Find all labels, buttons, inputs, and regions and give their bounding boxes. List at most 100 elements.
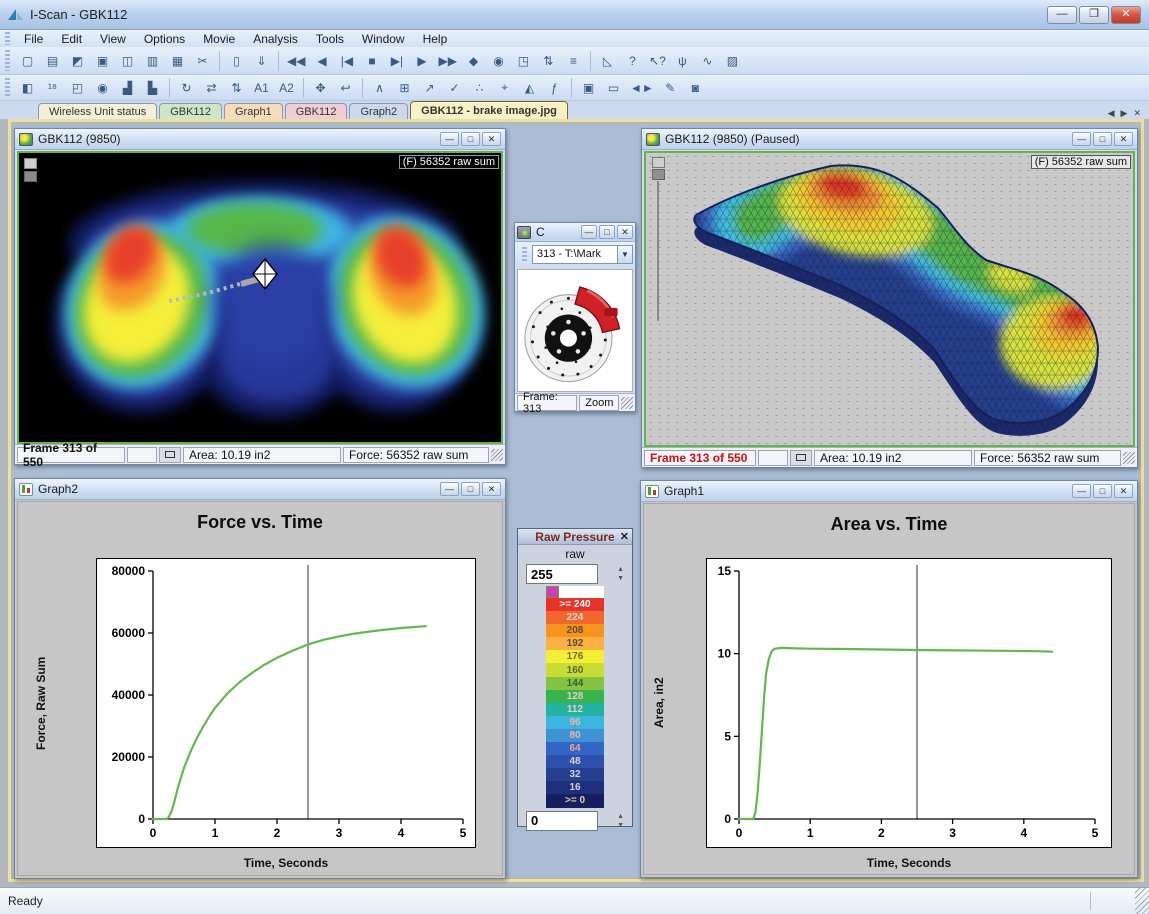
print-icon[interactable]: ◫ <box>121 53 134 68</box>
pressure-map-canvas[interactable]: (F) 56352 raw sum <box>17 151 503 444</box>
resize-grip[interactable] <box>1123 451 1135 464</box>
first-frame-icon[interactable]: |◀ <box>340 53 354 68</box>
restore-button[interactable]: □ <box>461 482 480 496</box>
app-close-button[interactable]: ✕ <box>1111 5 1141 24</box>
contrast-icon[interactable]: ◧ <box>21 80 34 95</box>
help-icon[interactable]: ? <box>629 53 636 68</box>
app-resize-grip[interactable] <box>1135 888 1149 914</box>
wireless-icon[interactable]: ψ <box>678 53 687 68</box>
fast-forward-icon[interactable]: ▶▶ <box>438 53 457 68</box>
projector-icon[interactable]: ▣ <box>582 80 595 95</box>
log-icon[interactable]: ≡ <box>569 53 577 68</box>
save-icon[interactable]: ▣ <box>96 53 109 68</box>
rotate-icon[interactable]: ↻ <box>181 80 192 95</box>
close-button[interactable]: ✕ <box>482 132 501 146</box>
record-icon[interactable]: ◆ <box>468 53 479 68</box>
last-frame-icon[interactable]: ▶| <box>390 53 404 68</box>
tab-close-icon[interactable]: ✕ <box>1133 108 1141 118</box>
pages-icon[interactable]: ◳ <box>517 53 530 68</box>
graph-b-icon[interactable]: ▙ <box>147 80 158 95</box>
swap-v-icon[interactable]: ⇅ <box>231 80 242 95</box>
sync-icon[interactable]: ◄► <box>630 80 654 95</box>
graph-a-icon[interactable]: ▟ <box>122 80 133 95</box>
menu-view[interactable]: View <box>100 31 126 46</box>
play-icon[interactable]: ▶ <box>417 53 427 68</box>
pressure-map-titlebar[interactable]: GBK112 (9850) — □ ✕ <box>15 129 505 150</box>
map-zoom-slider-track[interactable] <box>24 171 37 182</box>
grid-icon[interactable]: ⊞ <box>399 80 410 95</box>
tab-scroll-left-icon[interactable]: ◀ <box>1107 108 1115 118</box>
menu-help[interactable]: Help <box>422 31 448 46</box>
legend-close-icon[interactable]: ✕ <box>619 531 629 543</box>
edit-movie-icon[interactable]: ✂ <box>197 53 208 68</box>
video-icon[interactable]: ▭ <box>607 80 620 95</box>
column-icon[interactable]: ▯ <box>233 53 240 68</box>
sum-icon[interactable]: ƒ <box>551 80 558 95</box>
legend-min-spinner[interactable]: ▲ ▼ <box>617 813 624 829</box>
app-minimize-button[interactable]: — <box>1047 5 1077 24</box>
close-button[interactable]: ✕ <box>482 482 501 496</box>
chart-up-icon[interactable]: ↗ <box>424 80 435 95</box>
legend-min-input[interactable]: 0 <box>526 810 598 831</box>
check-chart-icon[interactable]: ✓ <box>449 80 460 95</box>
peak-icon[interactable]: ◉ <box>97 80 108 95</box>
new-file-icon[interactable]: ▢ <box>21 53 34 68</box>
minimize-button[interactable]: — <box>581 225 597 239</box>
movie-cursor-icon[interactable] <box>252 257 278 291</box>
menu-file[interactable]: File <box>24 31 44 46</box>
tab-wireless-unit-status[interactable]: Wireless Unit status <box>38 103 158 119</box>
menu-window[interactable]: Window <box>361 31 405 46</box>
copy-icon[interactable]: ▦ <box>171 53 184 68</box>
tab-scroll-right-icon[interactable]: ▶ <box>1120 108 1128 118</box>
menu-analysis[interactable]: Analysis <box>253 31 298 46</box>
swap-h-icon[interactable]: ⇄ <box>206 80 217 95</box>
toolbar-grip[interactable] <box>522 247 527 261</box>
stop-icon[interactable]: ■ <box>368 53 376 68</box>
minimize-button[interactable]: — <box>1072 484 1091 498</box>
surface-3d-titlebar[interactable]: GBK112 (9850) (Paused) — □ ✕ <box>642 129 1137 150</box>
folder-edit-icon[interactable]: ▨ <box>726 53 739 68</box>
tab-graph2[interactable]: Graph2 <box>349 103 409 119</box>
keyboard-icon[interactable]: ⇓ <box>256 53 267 68</box>
resize-grip[interactable] <box>621 396 633 409</box>
restore-button[interactable]: □ <box>461 132 480 146</box>
tab-gbk112-map[interactable]: GBK112 <box>159 103 222 119</box>
surface-zoom-slider[interactable] <box>652 157 665 321</box>
menu-tools[interactable]: Tools <box>315 31 344 46</box>
restore-button[interactable]: □ <box>1093 132 1112 146</box>
camera-window-titlebar[interactable]: C — □ ✕ <box>515 223 635 242</box>
close-button[interactable]: ✕ <box>1114 484 1133 498</box>
toolbar-grip[interactable] <box>5 77 10 98</box>
open-map-icon[interactable]: ◩ <box>71 53 84 68</box>
graph2-titlebar[interactable]: Graph2 — □ ✕ <box>15 479 505 500</box>
app-titlebar[interactable]: I-Scan - GBK112 — ❐ ✕ <box>0 0 1149 30</box>
open-file-icon[interactable]: ▤ <box>46 53 59 68</box>
menu-edit[interactable]: Edit <box>61 31 83 46</box>
scatter-icon[interactable]: ∴ <box>475 80 484 95</box>
menu-movie[interactable]: Movie <box>203 31 236 46</box>
gauge-icon[interactable]: ◭ <box>524 80 535 95</box>
menubar-grip[interactable] <box>5 31 10 46</box>
camera-zoom-button[interactable]: Zoom <box>579 394 620 411</box>
legend-titlebar[interactable]: Raw Pressure ✕ <box>518 529 632 545</box>
menu-options[interactable]: Options <box>143 31 186 46</box>
restore-button[interactable]: □ <box>1093 484 1112 498</box>
map-zoom-slider[interactable] <box>24 158 37 169</box>
restore-button[interactable]: □ <box>599 225 615 239</box>
legend-max-spinner[interactable]: ▲ ▼ <box>617 566 624 582</box>
resize-grip[interactable] <box>491 448 503 461</box>
minimize-button[interactable]: — <box>440 482 459 496</box>
area-plot-area[interactable]: 0 5 10 15 0 1 2 3 4 5 <box>706 558 1112 848</box>
minimize-button[interactable]: — <box>1072 132 1091 146</box>
graph1-titlebar[interactable]: Graph1 — □ ✕ <box>641 481 1137 502</box>
frame-edit-icon[interactable]: ✎ <box>665 80 676 95</box>
avg2-icon[interactable]: A2 <box>279 80 294 95</box>
toolbar-grip[interactable] <box>5 49 10 72</box>
move-icon[interactable]: ✥ <box>315 80 326 95</box>
context-help-icon[interactable]: ↖? <box>649 53 666 68</box>
close-button[interactable]: ✕ <box>617 225 633 239</box>
rotate-small-icon[interactable]: ↩ <box>340 80 351 95</box>
peaks-icon[interactable]: ∧ <box>375 80 384 95</box>
tab-brake-image[interactable]: GBK112 - brake image.jpg <box>410 101 568 119</box>
step-back-icon[interactable]: ◀ <box>317 53 327 68</box>
